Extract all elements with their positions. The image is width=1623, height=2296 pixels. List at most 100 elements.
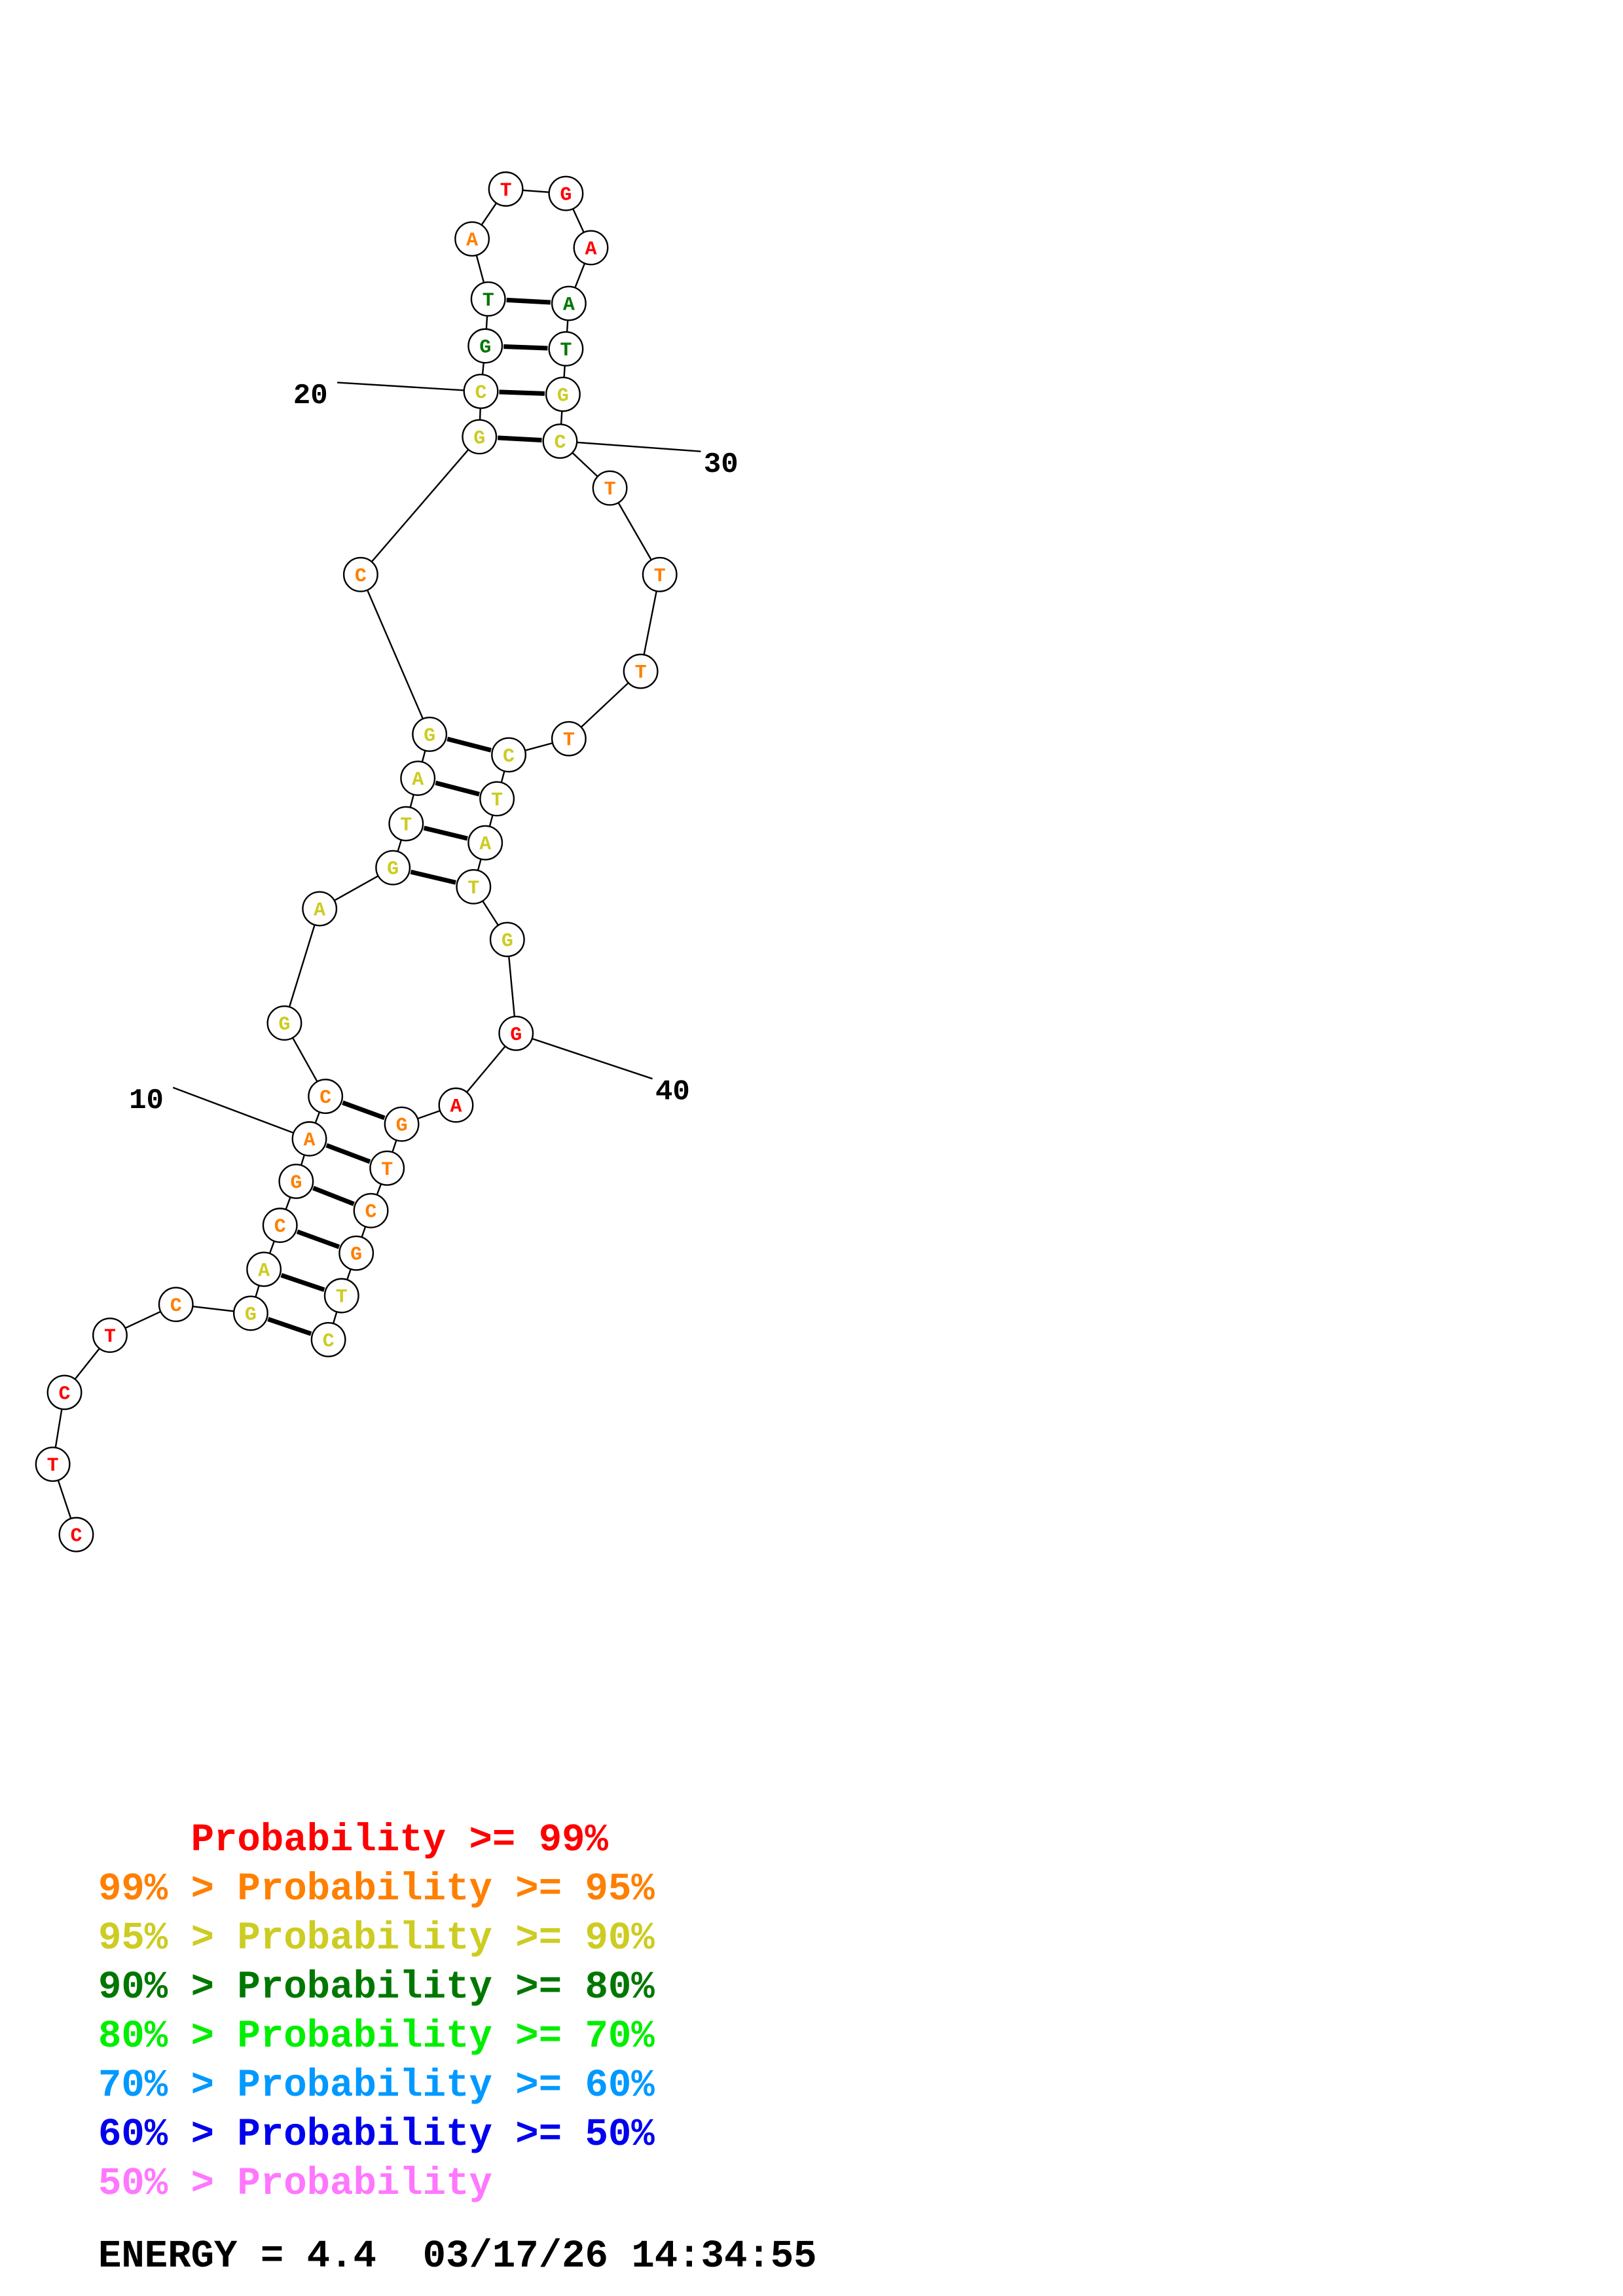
nucleotide-base-label: C xyxy=(503,745,515,768)
nucleotide: A xyxy=(551,285,587,321)
nucleotide: C xyxy=(353,1193,389,1229)
nucleotide: T xyxy=(479,781,515,817)
nucleotide: G xyxy=(412,716,448,752)
nucleotide: C xyxy=(58,1516,94,1552)
nucleotide: A xyxy=(573,230,609,266)
nucleotide-base-label: C xyxy=(59,1383,71,1405)
nucleotide-base-label: T xyxy=(104,1326,116,1348)
nucleotide-base-label: T xyxy=(491,789,503,812)
nucleotide: G xyxy=(375,850,411,886)
base-pair-bond xyxy=(435,780,480,797)
legend-item: Probability >= 99% xyxy=(98,1818,608,1862)
nucleotide-base-label: T xyxy=(483,290,494,312)
nucleotide-circle xyxy=(338,1235,374,1271)
nucleotide: G xyxy=(266,1005,302,1041)
nucleotide-circle xyxy=(262,1208,298,1244)
nucleotide: C xyxy=(262,1208,298,1244)
position-label-leader xyxy=(515,1032,653,1080)
nucleotide-base-label: G xyxy=(290,1172,302,1194)
nucleotide: C xyxy=(158,1287,194,1323)
nucleotide-base-label: T xyxy=(654,565,666,588)
nucleotide: T xyxy=(388,806,424,842)
nucleotide-base-label: G xyxy=(473,427,485,450)
legend-item: 70% > Probability >= 60% xyxy=(98,2064,655,2108)
base-pairs-layer xyxy=(267,297,551,1336)
base-pair-bond xyxy=(296,1229,340,1249)
nucleotide-base-label: G xyxy=(501,930,513,952)
legend-item: 50% > Probability xyxy=(98,2162,492,2206)
nucleotide: C xyxy=(310,1321,346,1357)
legend-item: 80% > Probability >= 70% xyxy=(98,2015,655,2058)
nucleotide: T xyxy=(35,1446,71,1482)
nucleotide-base-label: G xyxy=(245,1304,257,1326)
nucleotide-circle xyxy=(438,1087,474,1123)
legend-item: 60% > Probability >= 50% xyxy=(98,2113,655,2157)
nucleotide-base-label: G xyxy=(479,336,491,359)
nucleotide-base-label: G xyxy=(560,185,572,207)
nucleotide-base-label: C xyxy=(475,382,487,404)
legend-item: 90% > Probability >= 80% xyxy=(98,1965,655,2009)
base-pair-bond xyxy=(503,344,548,351)
nucleotide: A xyxy=(400,761,436,797)
nucleotide-base-label: C xyxy=(319,1087,331,1109)
nucleotide-circle xyxy=(310,1321,346,1357)
base-pair-bond xyxy=(312,1185,355,1206)
nucleotide-circle xyxy=(467,328,503,364)
nucleotide: C xyxy=(46,1374,82,1410)
nucleotide-circle xyxy=(291,1121,327,1157)
nucleotide-base-label: T xyxy=(604,479,616,501)
nucleotide-base-label: A xyxy=(258,1260,270,1282)
nucleotide: G xyxy=(498,1015,534,1051)
nucleotide-base-label: C xyxy=(323,1331,335,1353)
nucleotide: T xyxy=(548,331,584,367)
nucleotide: T xyxy=(323,1278,359,1314)
nucleotide-base-label: G xyxy=(350,1244,362,1266)
energy-line: ENERGY = 4.4 03/17/26 14:34:55 xyxy=(98,2234,817,2278)
position-labels-layer: 10 20 30 40 xyxy=(129,380,739,1140)
nucleotide: A xyxy=(454,221,490,257)
nucleotide-circle xyxy=(463,373,499,409)
nucleotide-circle xyxy=(542,423,578,459)
position-label-leader xyxy=(337,382,481,393)
nucleotide-base-label: A xyxy=(304,1130,316,1152)
nucleotide-base-label: C xyxy=(554,432,566,454)
nucleotide-circle xyxy=(246,1251,282,1287)
position-label-leader xyxy=(172,1086,310,1140)
nucleotide-circle xyxy=(470,281,506,317)
nucleotide: T xyxy=(592,470,628,506)
nucleotide: A xyxy=(302,891,338,927)
nucleotide-base-label: T xyxy=(635,662,647,685)
nucleotide-circle xyxy=(369,1150,405,1186)
nucleotide-base-label: T xyxy=(467,878,479,900)
nucleotide-base-label: C xyxy=(355,565,367,588)
nucleotide: T xyxy=(488,171,524,207)
nucleotide: T xyxy=(369,1150,405,1186)
legend-item: 99% > Probability >= 95% xyxy=(98,1867,655,1911)
nucleotide-base-label: G xyxy=(278,1014,290,1036)
nucleotide: C xyxy=(342,556,378,592)
nucleotide-circle xyxy=(488,171,524,207)
nucleotide-base-label: G xyxy=(396,1115,408,1138)
nucleotide-circle xyxy=(58,1516,94,1552)
nucleotide-base-label: T xyxy=(47,1455,59,1477)
nucleotide-circle xyxy=(400,761,436,797)
nucleotide-circle xyxy=(388,806,424,842)
nucleotide-base-label: G xyxy=(424,725,435,747)
nucleotide: A xyxy=(438,1087,474,1123)
base-pair-bond xyxy=(325,1143,371,1164)
nucleotide-circle xyxy=(498,1015,534,1051)
nucleotide: G xyxy=(232,1295,268,1331)
nucleotide-circle xyxy=(158,1287,194,1323)
nucleotide: A xyxy=(291,1121,327,1157)
nucleotide-base-label: T xyxy=(500,180,512,202)
nucleotide: C xyxy=(491,737,527,773)
nucleotide-circle xyxy=(232,1295,268,1331)
nucleotide-circle xyxy=(384,1106,420,1142)
nucleotide: T xyxy=(470,281,506,317)
nucleotide-circle xyxy=(308,1079,344,1115)
nucleotide-circle xyxy=(92,1318,128,1354)
nucleotide-base-label: T xyxy=(560,340,572,362)
nucleotide-circle xyxy=(592,470,628,506)
nucleotide-circle xyxy=(548,175,584,211)
